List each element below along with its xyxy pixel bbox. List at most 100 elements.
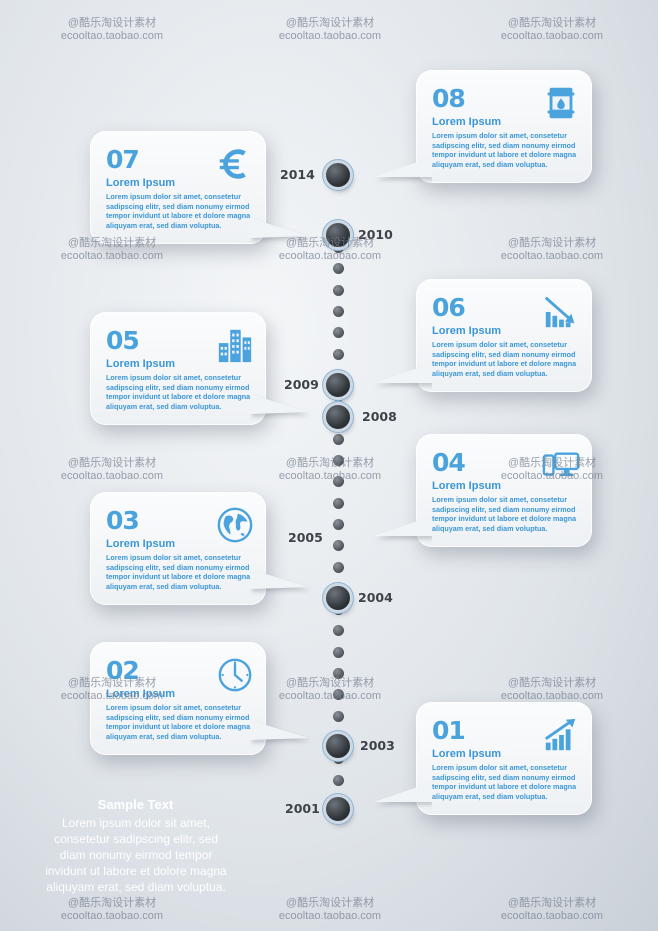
step-number: 01 (432, 716, 466, 745)
watermark: @酷乐淘设计素材 ecooltao.taobao.com (492, 897, 612, 923)
watermark-line-2: ecooltao.taobao.com (60, 30, 164, 42)
timeline-dot (332, 476, 344, 488)
watermark-line-1: @酷乐淘设计素材 (67, 237, 157, 249)
step-body-text: Lorem ipsum dolor sit amet, consetetur s… (106, 553, 251, 591)
watermark: @酷乐淘设计素材 ecooltao.taobao.com (52, 237, 172, 263)
watermark-line-2: ecooltao.taobao.com (500, 910, 604, 922)
timeline-dot (332, 263, 344, 275)
timeline-dot (332, 689, 344, 701)
globe-icon (216, 506, 254, 544)
timeline-node (326, 223, 350, 247)
step-heading: Lorem Ipsum (432, 116, 502, 128)
callout-tail (250, 569, 308, 589)
step-number: 03 (106, 506, 140, 535)
step-heading: Lorem Ipsum (106, 358, 176, 370)
watermark-line-2: ecooltao.taobao.com (278, 910, 382, 922)
watermark-line-1: @酷乐淘设计素材 (507, 677, 597, 689)
watermark: @酷乐淘设计素材 ecooltao.taobao.com (52, 17, 172, 43)
watermark: @酷乐淘设计素材 ecooltao.taobao.com (270, 897, 390, 923)
watermark-line-2: ecooltao.taobao.com (60, 250, 164, 262)
step-number: 07 (106, 145, 140, 174)
watermark: @酷乐淘设计素材 ecooltao.taobao.com (492, 237, 612, 263)
year-label: 2009 (284, 377, 319, 392)
watermark: @酷乐淘设计素材 ecooltao.taobao.com (270, 677, 390, 703)
sample-body: Lorem ipsum dolor sit amet, consetetur s… (45, 816, 227, 894)
timeline-dot (332, 305, 344, 317)
watermark: @酷乐淘设计素材 ecooltao.taobao.com (492, 457, 612, 483)
step-heading: Lorem Ipsum (106, 688, 176, 700)
growth-chart-icon (542, 716, 580, 754)
timeline-dot (332, 774, 344, 786)
watermark: @酷乐淘设计素材 ecooltao.taobao.com (270, 457, 390, 483)
callout-tail (374, 782, 432, 802)
watermark-line-1: @酷乐淘设计素材 (285, 677, 375, 689)
timeline-dot (332, 753, 344, 765)
step-body-text: Lorem ipsum dolor sit amet, consetetur s… (106, 192, 251, 230)
watermark-line-2: ecooltao.taobao.com (278, 30, 382, 42)
watermark-line-1: @酷乐淘设计素材 (285, 897, 375, 909)
watermark-line-1: @酷乐淘设计素材 (285, 237, 375, 249)
watermark-line-1: @酷乐淘设计素材 (507, 17, 597, 29)
year-label: 2010 (358, 227, 393, 242)
watermark-line-2: ecooltao.taobao.com (278, 470, 382, 482)
step-heading: Lorem Ipsum (432, 480, 502, 492)
step-heading: Lorem Ipsum (106, 538, 176, 550)
step-heading: Lorem Ipsum (432, 748, 502, 760)
year-label: 2005 (288, 530, 323, 545)
callout-step-03: 03 Lorem Ipsum Lorem ipsum dolor sit amet,… (90, 492, 308, 605)
oil-barrel-icon (542, 84, 580, 122)
step-number: 08 (432, 84, 466, 113)
watermark-line-2: ecooltao.taobao.com (278, 690, 382, 702)
watermark-line-2: ecooltao.taobao.com (278, 250, 382, 262)
step-body-text: Lorem ipsum dolor sit amet, consetetur s… (106, 373, 251, 411)
sample-title: Sample Text (97, 797, 174, 812)
step-heading: Lorem Ipsum (432, 325, 502, 337)
callout-tail (374, 516, 432, 536)
timeline-dot (332, 284, 344, 296)
watermark: @酷乐淘设计素材 ecooltao.taobao.com (52, 677, 172, 703)
callout-step-04: 04 Lorem Ipsum Lorem ipsum dolor sit amet,… (374, 434, 592, 547)
timeline-dot (332, 540, 344, 552)
timeline-dot (332, 327, 344, 339)
watermark-line-2: ecooltao.taobao.com (500, 30, 604, 42)
clock-icon (216, 656, 254, 694)
watermark-line-1: @酷乐淘设计素材 (67, 897, 157, 909)
callout-tail (374, 363, 432, 383)
devices-icon (542, 448, 580, 486)
timeline-node (326, 163, 350, 187)
watermark-line-2: ecooltao.taobao.com (60, 470, 164, 482)
timeline-dot (332, 710, 344, 722)
year-label: 2004 (358, 590, 393, 605)
timeline-node (326, 797, 350, 821)
watermark-line-1: @酷乐淘设计素材 (67, 17, 157, 29)
timeline-dot (332, 625, 344, 637)
watermark: @酷乐淘设计素材 ecooltao.taobao.com (492, 17, 612, 43)
step-number: 06 (432, 293, 466, 322)
watermark: @酷乐淘设计素材 ecooltao.taobao.com (52, 457, 172, 483)
callout-step-06: 06 Lorem Ipsum Lorem ipsum dolor sit amet,… (374, 279, 592, 392)
watermark-line-2: ecooltao.taobao.com (60, 910, 164, 922)
watermark-line-1: @酷乐淘设计素材 (285, 457, 375, 469)
timeline-node (326, 586, 350, 610)
euro-icon (216, 145, 254, 183)
buildings-icon (216, 326, 254, 364)
watermark: @酷乐淘设计素材 ecooltao.taobao.com (52, 897, 172, 923)
timeline-dot (332, 433, 344, 445)
timeline-node (326, 734, 350, 758)
year-label: 2003 (360, 738, 395, 753)
step-heading: Lorem Ipsum (106, 177, 176, 189)
watermark: @酷乐淘设计素材 ecooltao.taobao.com (492, 677, 612, 703)
step-number: 02 (106, 656, 140, 685)
timeline-dot (332, 646, 344, 658)
step-number: 04 (432, 448, 466, 477)
step-body-text: Lorem ipsum dolor sit amet, consetetur s… (432, 131, 577, 169)
year-label: 2008 (362, 409, 397, 424)
watermark-line-2: ecooltao.taobao.com (60, 690, 164, 702)
callout-step-05: 05 Lorem Ipsum Lorem ipsum dolor sit amet,… (90, 312, 308, 425)
timeline-dot (332, 455, 344, 466)
callout-tail (250, 720, 308, 740)
watermark-line-1: @酷乐淘设计素材 (67, 677, 157, 689)
timeline-dot (332, 497, 344, 509)
step-body-text: Lorem ipsum dolor sit amet, consetetur s… (432, 495, 577, 533)
timeline-dot (332, 561, 344, 573)
